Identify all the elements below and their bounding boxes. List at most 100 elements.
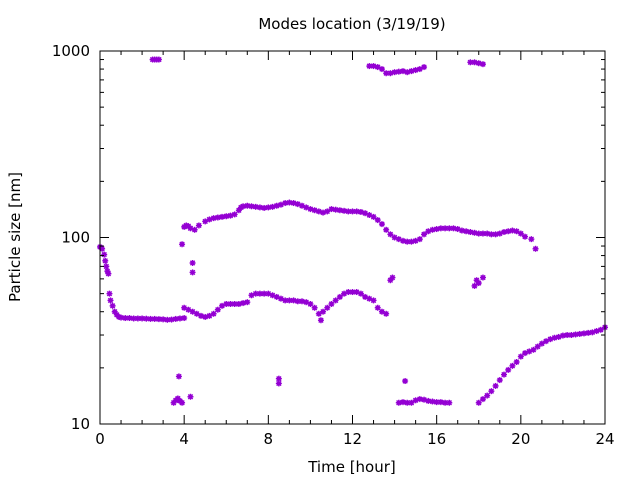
data-point (471, 59, 478, 66)
data-point (538, 340, 545, 347)
data-point (387, 231, 394, 238)
data-point (103, 263, 110, 270)
data-point (513, 359, 520, 366)
x-tick-label: 12 (343, 430, 362, 448)
y-axis-label: Particle size [nm] (6, 172, 24, 302)
data-point (400, 68, 406, 75)
data-point (585, 329, 592, 336)
data-point (105, 270, 112, 277)
x-tick-label: 4 (179, 430, 189, 448)
data-point (391, 69, 398, 76)
data-point (172, 315, 179, 322)
data-point (475, 399, 482, 406)
data-point (252, 203, 259, 210)
data-point (425, 397, 432, 404)
data-point (181, 315, 188, 322)
data-point (412, 67, 419, 74)
data-point (175, 373, 182, 380)
data-point (475, 280, 482, 287)
data-point (576, 330, 583, 337)
data-point (273, 202, 280, 209)
data-point (404, 399, 411, 406)
data-point (195, 222, 202, 229)
data-point (214, 306, 221, 313)
x-tick-label: 24 (595, 430, 614, 448)
data-point (362, 210, 369, 217)
data-point (374, 217, 381, 224)
data-point (408, 68, 415, 75)
data-point (408, 399, 415, 406)
data-point (442, 399, 449, 406)
data-point (106, 290, 113, 297)
data-point (530, 346, 537, 353)
data-point (467, 59, 474, 66)
data-point (517, 353, 524, 360)
data-point (593, 328, 600, 335)
data-point (134, 315, 141, 322)
data-point (555, 333, 562, 340)
data-point (517, 230, 524, 237)
data-point (395, 399, 402, 406)
data-point (467, 229, 474, 236)
data-point (179, 241, 186, 248)
data-point (240, 203, 247, 210)
data-point (223, 213, 230, 220)
data-point (109, 302, 116, 309)
plot-frame (99, 50, 606, 425)
y-tick-label: 100 (61, 229, 90, 247)
data-point (416, 396, 423, 403)
data-point (378, 308, 385, 315)
data-point (509, 227, 516, 234)
data-point (387, 70, 394, 77)
data-point (532, 245, 539, 252)
data-point (317, 317, 324, 324)
data-point (320, 209, 327, 216)
data-point (416, 236, 423, 243)
x-tick-label: 20 (511, 430, 530, 448)
data-point (496, 377, 503, 384)
data-point (311, 304, 318, 311)
x-tick-label: 16 (427, 430, 446, 448)
data-point (307, 300, 314, 307)
data-point (244, 299, 251, 306)
data-point (176, 315, 183, 322)
data-point (214, 214, 221, 221)
data-point (320, 308, 327, 315)
data-point (475, 60, 482, 67)
data-point (387, 277, 394, 284)
data-point (589, 329, 596, 336)
data-point (198, 312, 204, 319)
data-point (475, 230, 482, 237)
data-point (505, 366, 512, 373)
data-point (336, 293, 343, 300)
chart-title: Modes location (3/19/19) (258, 15, 445, 33)
data-point (437, 225, 444, 232)
data-point (179, 399, 186, 406)
data-point (458, 227, 465, 234)
data-point (471, 282, 478, 289)
data-point (227, 300, 234, 307)
data-point (315, 208, 322, 215)
data-point (231, 211, 238, 218)
data-point (349, 208, 356, 215)
y-tick-label: 10 (71, 415, 90, 433)
data-point (275, 380, 282, 387)
data-point (349, 289, 356, 296)
data-point (248, 203, 255, 210)
data-point (107, 297, 114, 304)
data-point (155, 56, 162, 63)
data-point (488, 231, 495, 238)
data-point (383, 226, 390, 233)
data-point (324, 208, 331, 215)
data-point (522, 233, 529, 240)
data-point (463, 228, 470, 235)
data-points (97, 56, 608, 406)
data-point (404, 238, 411, 245)
data-point (324, 304, 331, 311)
data-point (374, 304, 381, 311)
data-point (404, 69, 411, 76)
data-point (187, 393, 194, 400)
data-point (130, 315, 137, 322)
data-point (378, 221, 385, 228)
